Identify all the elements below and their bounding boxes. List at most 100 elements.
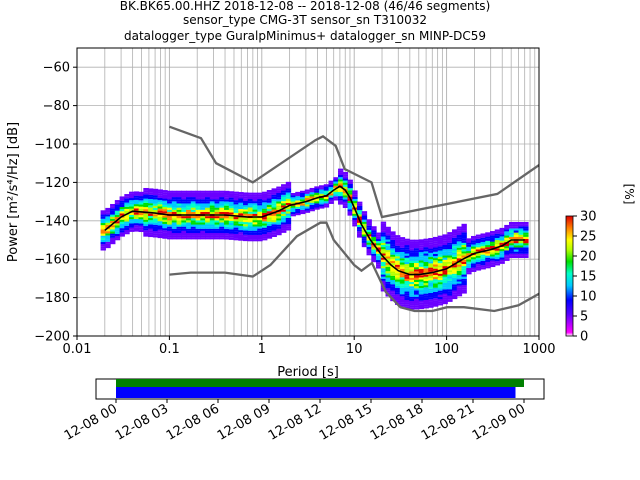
heatmap-cell <box>271 196 277 199</box>
heatmap-cell <box>404 274 410 277</box>
heatmap-cell <box>181 218 187 221</box>
heatmap-cell <box>190 216 197 219</box>
heatmap-cell <box>466 246 472 249</box>
heatmap-cell <box>266 202 273 205</box>
heatmap-cell <box>314 188 320 191</box>
heatmap-cell <box>456 270 463 274</box>
heatmap-cell <box>105 239 111 242</box>
heatmap-cell <box>309 206 315 210</box>
heatmap-cell <box>433 255 439 259</box>
heatmap-cell <box>124 225 130 228</box>
heatmap-cell <box>252 192 258 195</box>
heatmap-cell <box>257 230 263 233</box>
heatmap-cell <box>395 285 401 289</box>
heatmap-cell <box>442 253 448 256</box>
heatmap-cell <box>366 231 372 235</box>
heatmap-cell <box>323 184 330 187</box>
heatmap-cell <box>124 204 130 207</box>
heatmap-cell <box>475 255 482 258</box>
heatmap-cell <box>366 253 372 256</box>
heatmap-cell <box>418 294 425 297</box>
heatmap-cell <box>518 243 524 246</box>
heatmap-cell <box>186 226 192 229</box>
heatmap-cell <box>447 238 453 241</box>
heatmap-cell <box>442 244 448 248</box>
heatmap-cell <box>133 193 140 196</box>
heatmap-cell <box>224 220 230 223</box>
heatmap-cell <box>281 205 287 208</box>
heatmap-cell <box>447 270 453 273</box>
heatmap-cell <box>285 228 292 231</box>
heatmap-cell <box>171 190 178 193</box>
heatmap-cell <box>447 293 453 296</box>
heatmap-cell <box>114 233 121 237</box>
heatmap-cell <box>214 190 220 193</box>
heatmap-cell <box>414 271 420 274</box>
heatmap-cell <box>290 197 296 200</box>
heatmap-cell <box>409 279 415 282</box>
heatmap-cell <box>475 257 482 261</box>
heatmap-cell <box>167 205 173 208</box>
heatmap-cell <box>167 197 173 200</box>
heatmap-cell <box>238 213 244 216</box>
heatmap-cell <box>181 207 187 210</box>
heatmap-cell <box>233 197 239 201</box>
heatmap-cell <box>333 181 339 184</box>
heatmap-cell <box>319 193 325 196</box>
heatmap-cell <box>466 265 472 268</box>
heatmap-cell <box>423 289 429 292</box>
heatmap-cell <box>404 261 410 265</box>
heatmap-cell <box>380 228 387 231</box>
heatmap-cell <box>409 286 415 289</box>
heatmap-cell <box>466 257 472 260</box>
heatmap-cell <box>129 223 135 226</box>
heatmap-cell <box>281 209 287 212</box>
heatmap-cell <box>471 246 477 249</box>
heatmap-cell <box>200 201 206 204</box>
heatmap-cell <box>138 204 144 207</box>
heatmap-cell <box>285 194 292 197</box>
heatmap-cell <box>157 195 163 198</box>
heatmap-cell <box>409 239 415 242</box>
heatmap-cell <box>171 218 178 221</box>
heatmap-cell <box>437 241 444 245</box>
heatmap-cell <box>271 198 277 202</box>
heatmap-cell <box>133 191 140 194</box>
heatmap-cell <box>489 250 496 253</box>
heatmap-cell <box>409 294 415 297</box>
heatmap-cell <box>428 256 434 260</box>
heatmap-cell <box>390 286 396 289</box>
heatmap-cell <box>114 223 121 226</box>
heatmap-cell <box>276 211 282 215</box>
heatmap-cell <box>442 272 448 275</box>
heatmap-cell <box>319 189 325 192</box>
heatmap-cell <box>385 226 391 229</box>
heatmap-cell <box>499 257 505 260</box>
heatmap-cell <box>404 247 410 250</box>
x-tick-label: 0.1 <box>159 342 180 357</box>
heatmap-cell <box>105 216 111 219</box>
colorbar-tick-label: 25 <box>580 230 597 245</box>
heatmap-cell <box>110 212 116 215</box>
heatmap-cell <box>494 263 501 266</box>
heatmap-cell <box>224 203 230 206</box>
heatmap-cell <box>138 219 144 222</box>
heatmap-cell <box>428 265 434 268</box>
heatmap-cell <box>257 222 263 225</box>
heatmap-cell <box>100 235 106 238</box>
heatmap-cell <box>480 241 486 245</box>
heatmap-cell <box>471 265 477 268</box>
heatmap-cell <box>243 224 249 227</box>
heatmap-cell <box>114 210 121 213</box>
heatmap-cell <box>347 207 353 210</box>
coverage-tick-label: 12-08 00 <box>62 401 120 443</box>
heatmap-cell <box>238 225 244 229</box>
heatmap-cell <box>252 220 258 223</box>
heatmap-cell <box>247 220 254 223</box>
heatmap-cell <box>342 199 349 202</box>
heatmap-cell <box>148 213 154 216</box>
heatmap-cell <box>504 252 510 255</box>
heatmap-cell <box>143 226 149 229</box>
heatmap-cell <box>371 253 377 256</box>
